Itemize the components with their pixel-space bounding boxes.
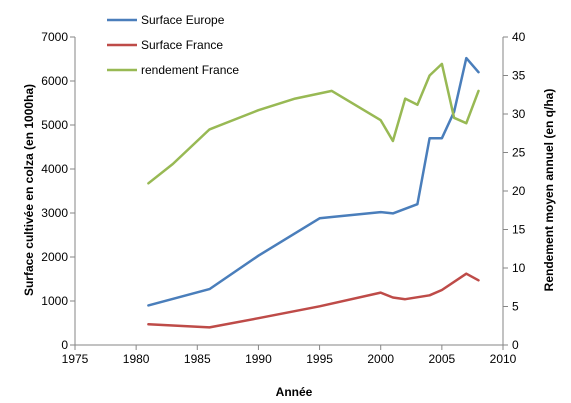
y-left-tick-label: 1000	[41, 294, 68, 308]
series-line-surface-france	[147, 272, 480, 329]
y-left-tick-label: 6000	[41, 74, 68, 88]
x-tick-label: 2000	[367, 352, 394, 366]
y-left-tick-label: 0	[61, 338, 68, 352]
legend-item: Surface France	[107, 38, 223, 52]
y-left-tick-label: 5000	[41, 118, 68, 132]
y-right-tick-label: 20	[512, 184, 526, 198]
legend: Surface Europe Surface France rendement Fr…	[107, 13, 239, 77]
y-right-tick-label: 40	[512, 30, 526, 44]
legend-label: rendement France	[141, 63, 239, 77]
y-right-tick-label: 15	[512, 223, 526, 237]
y-left-tick-label: 3000	[41, 206, 68, 220]
x-tick-label: 1985	[184, 352, 211, 366]
y-axis-right-title: Rendement moyen annuel (en q/ha)	[542, 89, 556, 292]
x-tick-label: 2010	[490, 352, 517, 366]
x-tick-label: 1975	[62, 352, 89, 366]
x-tick-label: 2005	[429, 352, 456, 366]
y-left-tick-label: 7000	[41, 30, 68, 44]
x-tick-label: 1990	[245, 352, 272, 366]
y-left-tick-label: 2000	[41, 250, 68, 264]
x-tick-label: 1980	[123, 352, 150, 366]
legend-item: Surface Europe	[107, 13, 225, 27]
y-right-tick-label: 30	[512, 107, 526, 121]
legend-item: rendement France	[107, 63, 239, 77]
x-tick-label: 1995	[306, 352, 333, 366]
y-left-tick-label: 4000	[41, 162, 68, 176]
y-right-tick-label: 0	[512, 338, 519, 352]
x-axis-title: Année	[276, 385, 313, 399]
y-right-tick-label: 25	[512, 146, 526, 160]
y-right-tick-label: 10	[512, 261, 526, 275]
series-line-rendement-france	[147, 62, 480, 185]
series-line-surface-europe	[147, 56, 480, 307]
legend-label: Surface France	[141, 38, 223, 52]
y-right-tick-label: 35	[512, 69, 526, 83]
y-right-tick-label: 5	[512, 300, 519, 314]
series-layer	[147, 56, 480, 329]
axes-layer: 1975 1980 1985 1990 1995 2000 2005 201001000200…	[41, 30, 525, 366]
legend-label: Surface Europe	[141, 13, 225, 27]
y-axis-left-title: Surface cultivée en colza (en 1000ha)	[22, 84, 36, 296]
